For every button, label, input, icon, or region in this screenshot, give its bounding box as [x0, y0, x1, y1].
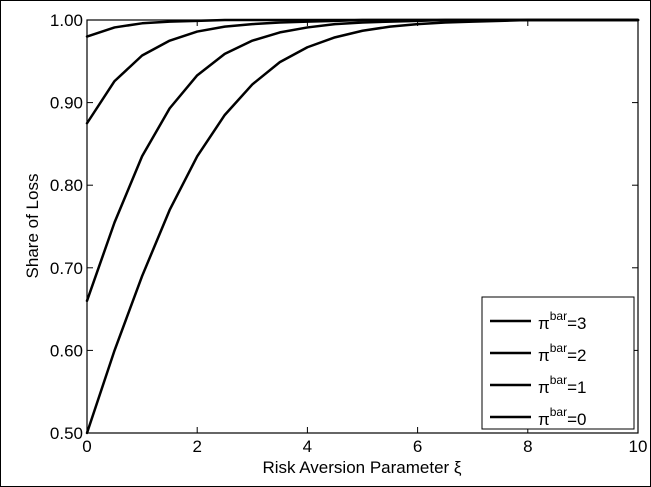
y-tick-label: 0.60: [50, 341, 83, 360]
y-tick-label: 1.00: [50, 11, 83, 30]
legend: πbar=3 πbar=2 πbar=1 πbar=0: [481, 296, 635, 430]
y-axis: 0.50 0.60 0.70 0.80 0.90 1.00: [50, 11, 638, 443]
x-tick-label: 10: [629, 437, 648, 456]
x-tick-label: 4: [303, 437, 312, 456]
y-tick-label: 0.70: [50, 259, 83, 278]
y-tick-label: 0.50: [50, 424, 83, 443]
legend-label-3: πbar=0: [538, 405, 586, 429]
y-tick-label: 0.80: [50, 176, 83, 195]
x-tick-label: 2: [192, 437, 201, 456]
x-tick-label: 0: [82, 437, 91, 456]
legend-label-2: πbar=1: [538, 373, 586, 397]
series-line-3: [85, 18, 640, 435]
y-axis-label: Share of Loss: [23, 174, 42, 279]
x-tick-label: 6: [413, 437, 422, 456]
legend-label-1: πbar=2: [538, 341, 586, 365]
y-tick-label: 0.90: [50, 94, 83, 113]
x-axis-label: Risk Aversion Parameter ξ: [262, 458, 461, 477]
series-layer: [85, 18, 640, 435]
x-tick-label: 8: [523, 437, 532, 456]
legend-label-0: πbar=3: [538, 309, 586, 333]
legend-box: [481, 296, 635, 430]
